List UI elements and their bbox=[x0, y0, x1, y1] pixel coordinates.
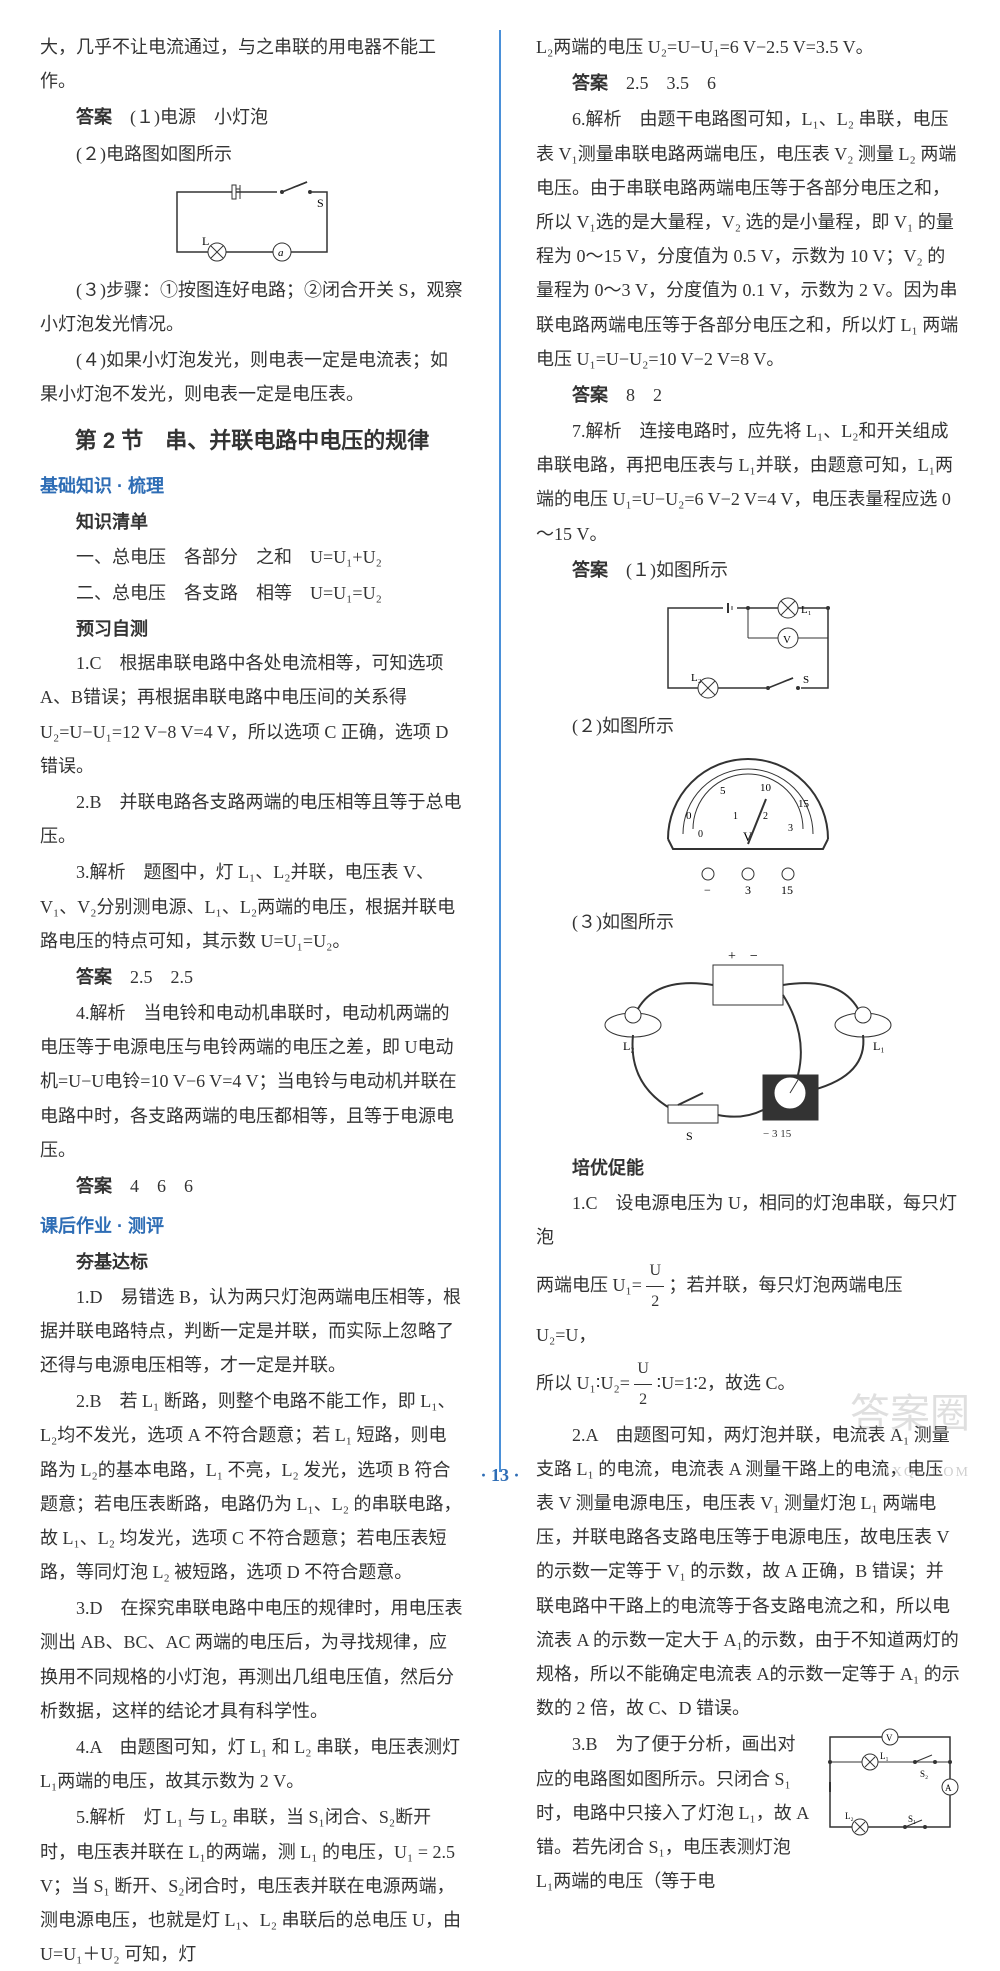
hw-question: 2.B 若 L₁ 断路，则整个电路不能工作，即 L₁、L₂均不发光，选项 A 不… bbox=[40, 1384, 464, 1589]
question: 2.B 并联电路各支路两端的电压相等且等于总电压。 bbox=[40, 785, 464, 853]
left-column: 大，几乎不让电流通过，与之串联的用电器不能工作。 答案 (１)电源 小灯泡 (２… bbox=[40, 30, 464, 1472]
hw-question: 5.解析 灯 L₁ 与 L₂ 串联，当 S₁闭合、S₂断开时，电压表并联在 L₁… bbox=[40, 1800, 464, 1971]
circuit-diagram-2: L₁ V L₂ S bbox=[648, 593, 848, 703]
svg-text:a: a bbox=[278, 247, 284, 259]
answer-line: 答案 2.5 3.5 6 bbox=[536, 66, 960, 100]
svg-text:V: V bbox=[783, 634, 791, 646]
svg-text:− 3 15: − 3 15 bbox=[763, 1128, 792, 1140]
text: (４)如果小灯泡发光，则电表一定是电流表；如果小灯泡不发光，则电表一定是电压表。 bbox=[40, 343, 464, 411]
svg-text:S₂: S₂ bbox=[920, 1769, 928, 1779]
figure-caption: (２)如图所示 bbox=[536, 709, 960, 743]
answer-line: 答案 (１)电源 小灯泡 bbox=[40, 100, 464, 134]
blue-heading: 基础知识 · 梳理 bbox=[40, 469, 464, 503]
text: L₂两端的电压 U₂=U−U₁=6 V−2.5 V=3.5 V。 bbox=[536, 30, 960, 64]
svg-text:L₁: L₁ bbox=[801, 604, 812, 616]
answer-line: 答案 4 6 6 bbox=[40, 1169, 464, 1203]
right-column: L₂两端的电压 U₂=U−U₁=6 V−2.5 V=3.5 V。 答案 2.5 … bbox=[536, 30, 960, 1472]
fraction: U2 bbox=[646, 1256, 664, 1318]
svg-text:0: 0 bbox=[698, 829, 703, 840]
answer-label: 答案 bbox=[76, 107, 112, 127]
svg-text:S: S bbox=[686, 1129, 693, 1143]
circuit-diagram-1: S L a bbox=[162, 177, 342, 267]
voltmeter-diagram: 0 5 10 15 0 1 2 3 V − 3 15 bbox=[638, 749, 858, 899]
svg-text:15: 15 bbox=[798, 798, 810, 810]
py-question: 1.C 设电源电压为 U，相同的灯泡串联，每只灯泡 bbox=[536, 1186, 960, 1254]
hw-question: 3.D 在探究串联电路中电压的规律时，用电压表测出 AB、BC、AC 两端的电压… bbox=[40, 1591, 464, 1728]
svg-text:L₂: L₂ bbox=[845, 1811, 854, 1821]
question: 6.解析 由题干电路图可知，L₁、L₂ 串联，电压表 V₁测量串联电路两端电压，… bbox=[536, 102, 960, 376]
knowledge-item: 一、总电压 各部分 之和 U=U₁+U₂ bbox=[40, 540, 464, 574]
text: (２)电路图如图所示 bbox=[40, 137, 464, 171]
answer-line: 答案 2.5 2.5 bbox=[40, 960, 464, 994]
watermark: 答案圈 bbox=[850, 1376, 970, 1452]
svg-text:0: 0 bbox=[686, 810, 692, 822]
svg-text:10: 10 bbox=[760, 782, 772, 794]
text: 大，几乎不让电流通过，与之串联的用电器不能工作。 bbox=[40, 30, 464, 98]
svg-text:S: S bbox=[317, 196, 324, 210]
svg-text:S₁: S₁ bbox=[908, 1814, 916, 1824]
page-number: · 13 · bbox=[480, 1458, 519, 1492]
svg-text:L: L bbox=[202, 234, 209, 248]
svg-text:V: V bbox=[886, 1733, 893, 1743]
answer-line: 答案 (１)如图所示 bbox=[536, 553, 960, 587]
svg-text:L₁: L₁ bbox=[880, 1751, 889, 1761]
svg-text:3: 3 bbox=[745, 883, 751, 897]
question: 7.解析 连接电路时，应先将 L₁、L₂和开关组成串联电路，再把电压表与 L₁并… bbox=[536, 414, 960, 551]
svg-text:L₂: L₂ bbox=[691, 672, 702, 684]
figure-caption: (３)如图所示 bbox=[536, 905, 960, 939]
sub-heading: 夯基达标 bbox=[40, 1245, 464, 1279]
text: (３)步骤：①按图连好电路；②闭合开关 S，观察小灯泡发光情况。 bbox=[40, 273, 464, 341]
sub-heading: 知识清单 bbox=[40, 505, 464, 539]
question: 4.解析 当电铃和电动机串联时，电动机两端的电压等于电源电压与电铃两端的电压之差… bbox=[40, 996, 464, 1167]
svg-text:1: 1 bbox=[733, 811, 738, 822]
section-title: 第 2 节 串、并联电路中电压的规律 bbox=[40, 420, 464, 462]
sub-heading: 培优促能 bbox=[536, 1151, 960, 1185]
experiment-diagram: + − L₂ L₁ S − 3 15 bbox=[598, 945, 898, 1145]
svg-text:3: 3 bbox=[788, 823, 793, 834]
svg-text:2: 2 bbox=[763, 811, 768, 822]
sub-heading: 预习自测 bbox=[40, 612, 464, 646]
svg-text:S: S bbox=[803, 674, 809, 686]
inline-circuit-diagram: V L₁ S₂ A L₂ S₁ bbox=[820, 1727, 960, 1837]
answer-line: 答案 8 2 bbox=[536, 378, 960, 412]
column-divider bbox=[499, 30, 501, 1472]
hw-question: 4.A 由题图可知，灯 L₁ 和 L₂ 串联，电压表测灯 L₁两端的电压，故其示… bbox=[40, 1730, 464, 1798]
svg-text:5: 5 bbox=[720, 785, 726, 797]
svg-text:L₁: L₁ bbox=[873, 1039, 885, 1053]
question: 3.解析 题图中，灯 L₁、L₂并联，电压表 V、V₁、V₂分别测电源、L₁、L… bbox=[40, 855, 464, 958]
hw-question: 1.D 易错选 B，认为两只灯泡两端电压相等，根据并联电路特点，判断一定是并联，… bbox=[40, 1280, 464, 1383]
blue-heading: 课后作业 · 测评 bbox=[40, 1209, 464, 1243]
svg-text:15: 15 bbox=[781, 883, 793, 897]
py-question: 两端电压 U₁= U2 ；若并联，每只灯泡两端电压 U₂=U， bbox=[536, 1256, 960, 1352]
watermark-url: MXQE.COM bbox=[877, 1460, 970, 1487]
svg-text:−: − bbox=[704, 883, 711, 897]
fraction: U2 bbox=[634, 1354, 652, 1416]
svg-text:A: A bbox=[945, 1783, 952, 1793]
question: 1.C 根据串联电路中各处电流相等，可知选项 A、B错误；再根据串联电路中电压间… bbox=[40, 646, 464, 783]
knowledge-item: 二、总电压 各支路 相等 U=U₁=U₂ bbox=[40, 576, 464, 610]
svg-text:+ −: + − bbox=[728, 949, 758, 964]
